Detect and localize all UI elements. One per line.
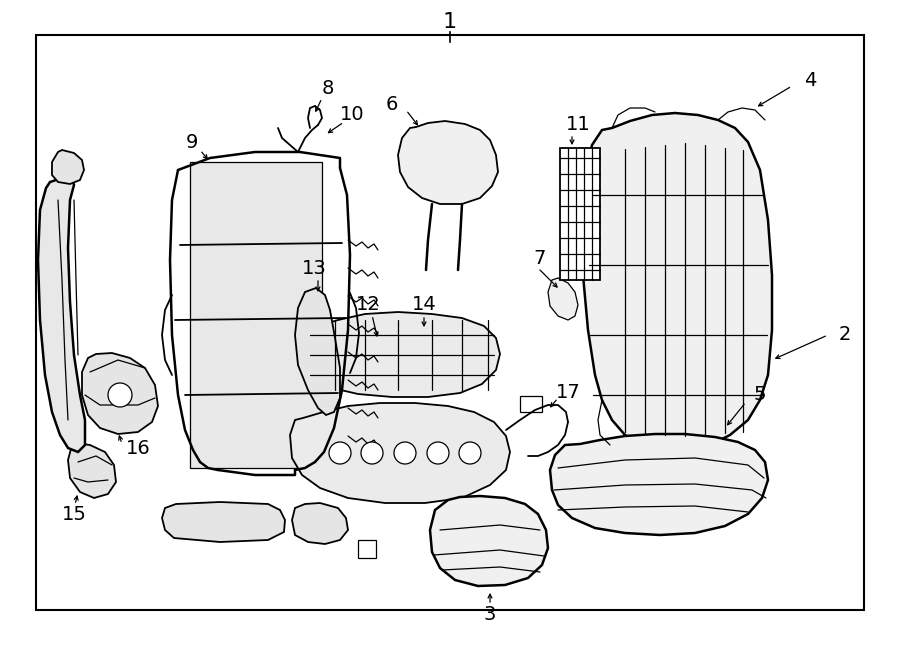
Polygon shape xyxy=(38,178,85,452)
Polygon shape xyxy=(430,496,548,586)
Text: 16: 16 xyxy=(126,438,150,457)
Polygon shape xyxy=(582,113,772,450)
Polygon shape xyxy=(548,278,578,320)
Circle shape xyxy=(108,383,132,407)
Text: 5: 5 xyxy=(754,385,766,405)
Polygon shape xyxy=(290,403,510,503)
Text: 2: 2 xyxy=(839,325,851,344)
Text: 10: 10 xyxy=(339,106,365,124)
Polygon shape xyxy=(520,396,542,412)
Text: 13: 13 xyxy=(302,258,327,278)
Polygon shape xyxy=(398,121,498,204)
Text: 17: 17 xyxy=(555,383,580,401)
Polygon shape xyxy=(190,162,322,468)
Polygon shape xyxy=(550,434,768,535)
Polygon shape xyxy=(295,288,340,415)
Circle shape xyxy=(361,442,383,464)
Text: 4: 4 xyxy=(804,71,816,89)
Text: 8: 8 xyxy=(322,79,334,98)
Polygon shape xyxy=(52,150,84,184)
Text: 15: 15 xyxy=(61,506,86,524)
Polygon shape xyxy=(358,540,376,558)
Text: 6: 6 xyxy=(386,95,398,114)
Text: 11: 11 xyxy=(565,116,590,134)
Polygon shape xyxy=(292,503,348,544)
Text: 14: 14 xyxy=(411,295,436,315)
Circle shape xyxy=(427,442,449,464)
Polygon shape xyxy=(68,443,116,498)
Circle shape xyxy=(329,442,351,464)
Circle shape xyxy=(459,442,481,464)
Polygon shape xyxy=(82,353,158,434)
Text: 7: 7 xyxy=(534,249,546,268)
Text: 9: 9 xyxy=(185,132,198,151)
Text: 12: 12 xyxy=(356,295,381,315)
Polygon shape xyxy=(302,312,500,397)
Text: 3: 3 xyxy=(484,605,496,625)
Polygon shape xyxy=(560,148,600,280)
Polygon shape xyxy=(162,502,285,542)
Circle shape xyxy=(394,442,416,464)
Text: 1: 1 xyxy=(443,12,457,32)
Bar xyxy=(36,35,864,610)
